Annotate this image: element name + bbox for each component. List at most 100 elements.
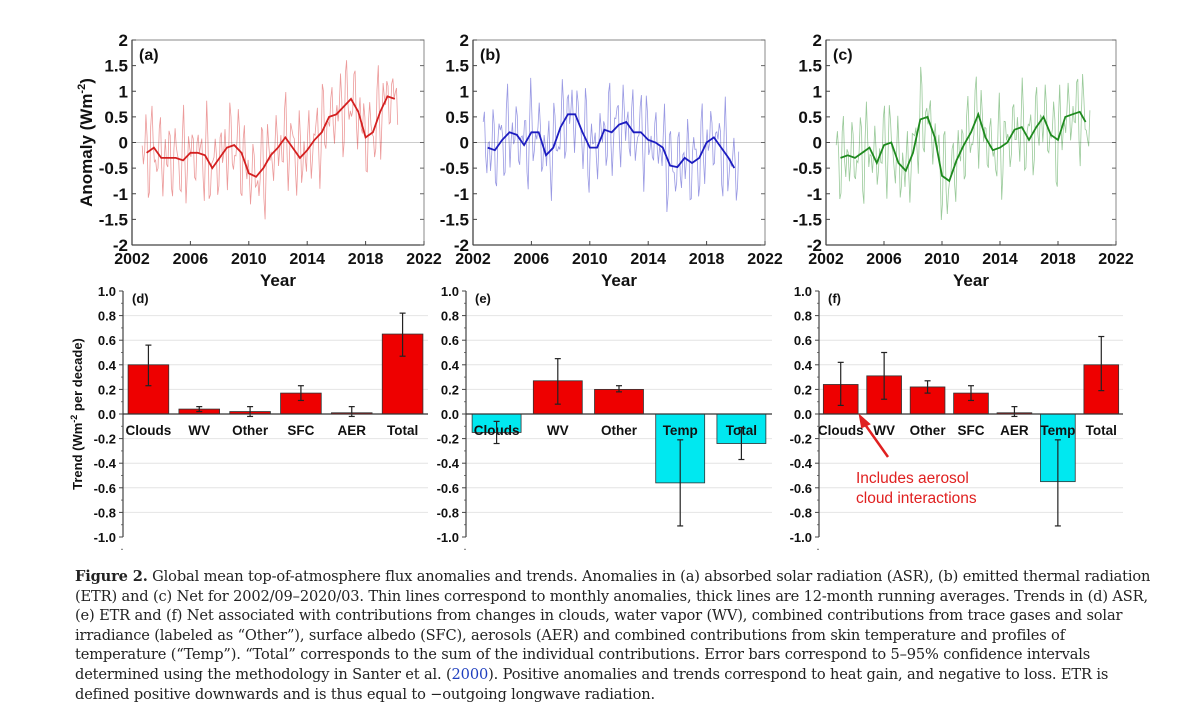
category-label: Temp xyxy=(663,423,698,438)
y-label-text: Anomaly (Wm xyxy=(77,94,96,207)
y-tick-label: -1.0 xyxy=(437,530,459,545)
y-axis-label: Trend (Wm-2 per decade) xyxy=(69,338,85,490)
y-tick-label: 0.6 xyxy=(98,333,116,348)
y-tick-label: 0.4 xyxy=(441,358,460,373)
category-label: AER xyxy=(337,423,366,438)
y-label-text: Trend (Wm xyxy=(70,423,85,490)
y-tick-label: -1.5 xyxy=(793,210,822,229)
y-tick-label: 0.0 xyxy=(441,407,459,422)
annotation-arrow xyxy=(862,422,890,458)
category-label: SFC xyxy=(958,423,985,438)
y-tick-label: 2 xyxy=(813,31,822,50)
y-tick-label: 1.0 xyxy=(98,284,116,299)
annotation-arrowhead xyxy=(858,413,871,429)
category-label: Clouds xyxy=(818,423,864,438)
category-label: AER xyxy=(1000,423,1029,438)
y-tick-label: 0.8 xyxy=(98,309,116,324)
x-tick-label: 2022 xyxy=(1098,251,1134,268)
y-tick-label: -1.5 xyxy=(99,210,128,229)
x-tick-label: 2002 xyxy=(114,251,150,268)
y-tick-label: 0 xyxy=(119,134,128,153)
panel-label: (d) xyxy=(132,291,149,306)
x-tick-label: 2014 xyxy=(630,251,666,268)
x-axis-label: Year xyxy=(953,271,989,290)
y-label-end: ) xyxy=(77,78,96,84)
y-tick-label: -0.8 xyxy=(790,505,812,520)
y-tick-label: -0.6 xyxy=(790,481,812,496)
x-tick-label: 2014 xyxy=(289,251,325,268)
category-label: Other xyxy=(601,423,638,438)
y-tick-label: 0.2 xyxy=(98,382,116,397)
y-tick-label: 2 xyxy=(119,31,128,50)
x-tick-label: 2006 xyxy=(173,251,209,268)
y-tick-label: -0.2 xyxy=(94,432,116,447)
x-tick-label: 2014 xyxy=(982,251,1018,268)
citation-link[interactable]: 2000 xyxy=(451,665,489,683)
y-tick-label: 0.6 xyxy=(794,333,812,348)
y-tick-label: 0.4 xyxy=(98,358,117,373)
y-tick-label: 0 xyxy=(460,134,469,153)
x-tick-label: 2010 xyxy=(231,251,267,268)
y-tick-label: -1.0 xyxy=(94,530,116,545)
x-axis-label: Year xyxy=(260,271,296,290)
y-tick-label: -1 xyxy=(113,185,128,204)
panel-label: (e) xyxy=(475,291,491,306)
bar-panel-d: 1.0 0.8 0.6 0.4 0.2 0.0 -0.2 -0.4 -0.6 -0.8 -1.0 Cl… xyxy=(69,284,428,550)
y-tick-label: -0.2 xyxy=(790,432,812,447)
y-tick-label: 0.2 xyxy=(794,382,812,397)
category-label: Other xyxy=(232,423,269,438)
bar-panel-f: 1.0 0.8 0.6 0.4 0.2 0.0 -0.2 -0.4 -0.6 -0.8 -1.0 Cl… xyxy=(790,284,1123,550)
y-tick-label: 0.5 xyxy=(104,108,128,127)
x-tick-label: 2002 xyxy=(808,251,844,268)
y-tick-label: 0.5 xyxy=(798,108,822,127)
panel-label: (c) xyxy=(833,47,853,64)
category-label: Temp xyxy=(1040,423,1075,438)
running-average-line xyxy=(487,113,736,169)
y-tick-label: -0.5 xyxy=(99,159,128,178)
x-tick-label: 2022 xyxy=(747,251,783,268)
category-label: Total xyxy=(387,423,418,438)
y-tick-label: -1.5 xyxy=(440,210,469,229)
y-tick-label: -0.4 xyxy=(94,456,117,471)
category-label: SFC xyxy=(287,423,314,438)
y-tick-label: 0.8 xyxy=(441,309,459,324)
y-tick-label: -0.4 xyxy=(437,456,460,471)
category-label: Other xyxy=(910,423,947,438)
y-tick-label: 0.0 xyxy=(794,407,812,422)
y-tick-label: 1 xyxy=(119,82,128,101)
panel-label: (a) xyxy=(139,47,159,64)
x-tick-label: 2006 xyxy=(866,251,902,268)
category-label: Total xyxy=(1086,423,1117,438)
x-tick-label: 2006 xyxy=(514,251,550,268)
caption-text: Global mean top-of-atmosphere flux anoma… xyxy=(75,568,1151,683)
y-tick-label: 1.0 xyxy=(441,284,459,299)
y-tick-label: -0.2 xyxy=(437,432,459,447)
bar-other xyxy=(594,388,644,415)
y-tick-label: 1.5 xyxy=(798,57,822,76)
panel-label: (b) xyxy=(480,47,500,64)
x-tick-label: 2002 xyxy=(455,251,491,268)
y-label-sup: -2 xyxy=(76,84,88,94)
y-tick-label: 2 xyxy=(460,31,469,50)
category-label: WV xyxy=(873,423,895,438)
monthly-anomaly-line xyxy=(482,77,740,213)
category-label: Clouds xyxy=(126,423,172,438)
y-tick-label: 0.4 xyxy=(794,358,813,373)
x-tick-label: 2010 xyxy=(924,251,960,268)
y-tick-label: 0.2 xyxy=(441,382,459,397)
running-average-line xyxy=(840,110,1087,183)
y-axis-label: Anomaly (Wm-2) xyxy=(76,78,96,207)
y-tick-label: -0.4 xyxy=(790,456,813,471)
y-tick-label: 0 xyxy=(813,134,822,153)
y-label-end: per decade) xyxy=(70,338,85,415)
y-tick-label: 0.8 xyxy=(794,309,812,324)
category-label: WV xyxy=(547,423,569,438)
y-tick-label: 1.5 xyxy=(445,57,469,76)
y-tick-label: -0.8 xyxy=(437,505,459,520)
annotation-text-line1: Includes aerosol xyxy=(856,470,969,487)
x-tick-label: 2010 xyxy=(572,251,608,268)
y-tick-label: -1.0 xyxy=(790,530,812,545)
